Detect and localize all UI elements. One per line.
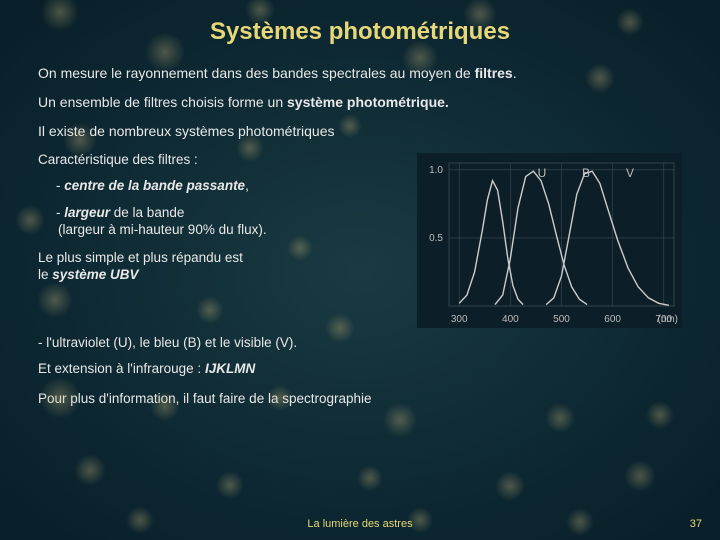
content-row: Caractéristique des filtres : - centre d… — [38, 151, 682, 328]
b1-text: centre de la bande passante — [64, 178, 245, 193]
page-number: 37 — [690, 518, 702, 530]
svg-text:(nm): (nm) — [657, 314, 678, 325]
ubv-chart: 3004005006007000.51.0(nm)UBV — [417, 153, 682, 328]
svg-text:0.5: 0.5 — [429, 233, 443, 244]
slide-title: Systèmes photométriques — [38, 18, 682, 46]
p5-a: Le plus simple et plus répandu est — [38, 250, 243, 265]
svg-text:300: 300 — [451, 314, 468, 325]
p6-text: - l'ultraviolet (U), le bleu (B) et le v… — [38, 335, 297, 350]
paragraph-8: Pour plus d'information, il faut faire d… — [38, 390, 682, 408]
svg-text:600: 600 — [604, 314, 621, 325]
b2-rest: de la bande — [110, 205, 184, 220]
svg-text:V: V — [626, 166, 634, 180]
p1-text-a: On mesure le rayonnement dans des bandes… — [38, 65, 475, 81]
svg-text:1.0: 1.0 — [429, 164, 443, 175]
b1-comma: , — [245, 178, 249, 193]
p7-a: Et extension à l'infrarouge : — [38, 361, 205, 376]
p7-b: IJKLMN — [205, 361, 255, 376]
footer-title: La lumière des astres — [0, 518, 720, 530]
bullet-2: - largeur de la bande (largeur à mi-haut… — [56, 204, 407, 239]
b1-dash: - — [56, 178, 64, 193]
p1-text-b: filtres — [475, 65, 513, 81]
svg-text:400: 400 — [502, 314, 519, 325]
paragraph-6: - l'ultraviolet (U), le bleu (B) et le v… — [38, 334, 682, 352]
slide-container: Systèmes photométriques On mesure le ray… — [0, 0, 720, 540]
p2-text-b: système photométrique. — [287, 94, 449, 110]
svg-text:500: 500 — [553, 314, 570, 325]
paragraph-4: Caractéristique des filtres : — [38, 151, 407, 169]
paragraph-2: Un ensemble de filtres choisis forme un … — [38, 93, 682, 112]
p1-text-c: . — [513, 65, 517, 81]
p5-c: système UBV — [52, 267, 138, 282]
paragraph-7: Et extension à l'infrarouge : IJKLMN — [38, 360, 682, 378]
paragraph-5: Le plus simple et plus répandu est le sy… — [38, 249, 407, 284]
paragraph-1: On mesure le rayonnement dans des bandes… — [38, 64, 682, 83]
b2-dash: - — [56, 205, 64, 220]
paragraph-3: Il existe de nombreux systèmes photométr… — [38, 122, 682, 141]
p5-b: le — [38, 267, 52, 282]
bullet-1: - centre de la bande passante, — [56, 177, 407, 195]
chart-svg: 3004005006007000.51.0(nm)UBV — [417, 153, 682, 328]
b2-bold: largeur — [64, 205, 110, 220]
left-column: Caractéristique des filtres : - centre d… — [38, 151, 407, 293]
p2-text-a: Un ensemble de filtres choisis forme un — [38, 94, 287, 110]
b2-line2: (largeur à mi-hauteur 90% du flux). — [58, 222, 267, 237]
